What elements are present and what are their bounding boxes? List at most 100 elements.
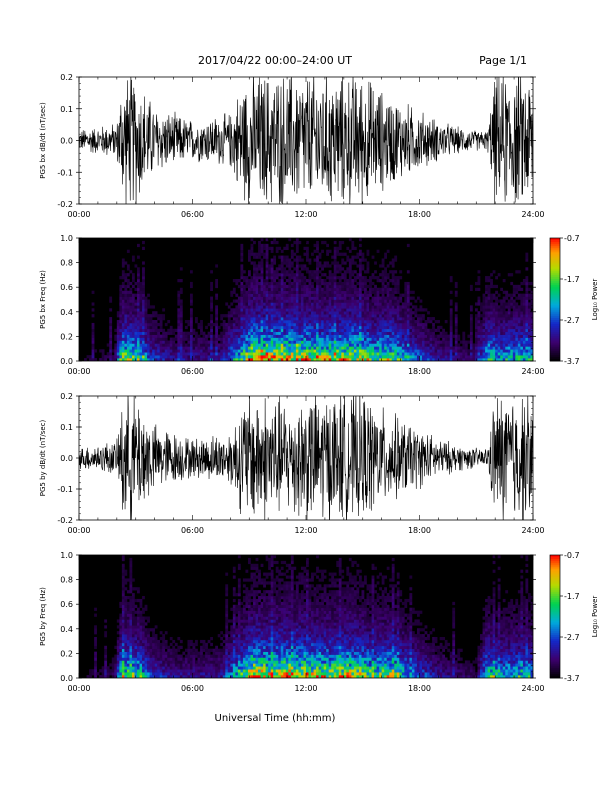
spectrogram-cell xyxy=(482,334,486,338)
spectrogram-cell xyxy=(152,352,155,356)
spectrogram-cell xyxy=(374,299,377,303)
spectrogram-cell xyxy=(131,663,135,667)
spectrogram-cell xyxy=(343,273,347,277)
spectrogram-cell xyxy=(121,340,125,344)
spectrogram-cell xyxy=(404,296,408,300)
spectrogram-cell xyxy=(396,337,400,341)
spectrogram-cell xyxy=(300,296,304,300)
spectrogram-cell xyxy=(505,352,509,356)
spectrogram-cell xyxy=(258,264,261,268)
spectrogram-cell xyxy=(174,334,178,338)
spectrogram-cell xyxy=(119,314,123,318)
spectrogram-cell xyxy=(260,258,264,262)
spectrogram-cell xyxy=(522,311,526,315)
spectrogram-cell xyxy=(124,349,128,353)
spectrogram-cell xyxy=(235,308,239,312)
spectrogram-cell xyxy=(139,325,143,330)
spectrogram-cell xyxy=(109,331,113,335)
spectrogram-cell xyxy=(149,352,153,356)
spectrogram-cell xyxy=(356,252,360,256)
spectrogram-cell xyxy=(245,284,249,289)
spectrogram-cell xyxy=(520,346,524,350)
spectrogram-cell xyxy=(240,270,244,274)
spectrogram-cell xyxy=(285,352,289,356)
spectrogram-cell xyxy=(487,325,491,330)
spectrogram-cell xyxy=(137,349,140,353)
colorbar-segment xyxy=(550,276,560,280)
spectrogram-cell xyxy=(212,340,216,344)
spectrogram-cell xyxy=(364,302,367,306)
spectrogram-cell xyxy=(416,349,420,353)
x-tick-label: 00:00 xyxy=(67,526,90,535)
spectrogram-cell xyxy=(308,340,312,344)
spectrogram-cell xyxy=(341,311,345,315)
spectrogram-cell xyxy=(422,337,425,341)
spectrogram-cell xyxy=(399,314,403,318)
spectrogram-cell xyxy=(227,314,231,318)
spectrogram-cell xyxy=(149,660,153,664)
spectrogram-cell xyxy=(333,343,337,347)
spectrogram-cell xyxy=(326,249,329,253)
spectrogram-cell xyxy=(247,343,251,347)
spectrogram-cell xyxy=(121,642,125,647)
spectrogram-cell xyxy=(474,340,478,344)
spectrogram-cell xyxy=(126,634,130,638)
spectrogram-cell xyxy=(255,308,259,312)
spectrogram-cell xyxy=(492,331,496,335)
spectrogram-cell xyxy=(356,308,360,312)
spectrogram-cell xyxy=(270,276,274,280)
spectrogram-cell xyxy=(371,296,375,300)
spectrogram-cell xyxy=(321,317,324,321)
spectrogram-cell xyxy=(381,302,385,306)
spectrogram-cell xyxy=(169,349,173,353)
spectrogram-cell xyxy=(394,255,398,259)
spectrogram-cell xyxy=(507,349,511,353)
spectrogram-cell xyxy=(459,358,463,361)
spectrogram-cell xyxy=(321,337,324,341)
spectrogram-cell xyxy=(144,328,148,333)
spectrogram-cell xyxy=(500,352,504,356)
spectrogram-cell xyxy=(237,308,241,312)
spectrogram-cell xyxy=(525,322,529,327)
spectrogram-cell xyxy=(116,349,120,353)
spectrogram-cell xyxy=(177,352,181,356)
spectrogram-cell xyxy=(172,328,176,333)
spectrogram-cell xyxy=(482,308,486,312)
spectrogram-cell xyxy=(139,346,143,350)
spectrogram-cell xyxy=(124,622,128,626)
spectrogram-cell xyxy=(384,325,388,330)
spectrogram-cell xyxy=(177,349,181,353)
spectrogram-cell xyxy=(119,669,123,673)
spectrogram-cell xyxy=(353,296,357,300)
spectrogram-cell xyxy=(490,299,493,303)
spectrogram-cell xyxy=(396,325,400,330)
spectrogram-cell xyxy=(323,346,327,350)
spectrogram-cell xyxy=(358,346,362,350)
spectrogram-cell xyxy=(225,346,229,350)
spectrogram-cell xyxy=(245,308,249,312)
spectrogram-cell xyxy=(253,331,256,335)
spectrogram-cell xyxy=(121,334,125,338)
spectrogram-cell xyxy=(399,346,403,350)
spectrogram-cell xyxy=(306,349,309,353)
spectrogram-cell xyxy=(124,340,128,344)
spectrogram-cell xyxy=(283,320,287,324)
spectrogram-cell xyxy=(381,358,385,361)
spectrogram-cell xyxy=(131,305,135,309)
spectrogram-cell xyxy=(131,625,135,629)
spectrogram-cell xyxy=(258,249,261,253)
spectrogram-cell xyxy=(369,311,372,315)
spectrogram-cell xyxy=(142,625,145,629)
spectrogram-cell xyxy=(227,334,231,338)
spectrogram-cell xyxy=(144,654,148,658)
spectrogram-cell xyxy=(253,293,256,297)
spectrogram-cell xyxy=(137,317,140,321)
spectrogram-cell xyxy=(273,276,277,280)
spectrogram-cell xyxy=(300,334,304,338)
spectrogram-cell xyxy=(376,349,380,353)
spectrogram-cell xyxy=(507,346,511,350)
spectrogram-cell xyxy=(295,349,299,353)
spectrogram-cell xyxy=(326,358,329,361)
spectrogram-cell xyxy=(250,296,254,300)
spectrogram-cell xyxy=(126,331,130,335)
